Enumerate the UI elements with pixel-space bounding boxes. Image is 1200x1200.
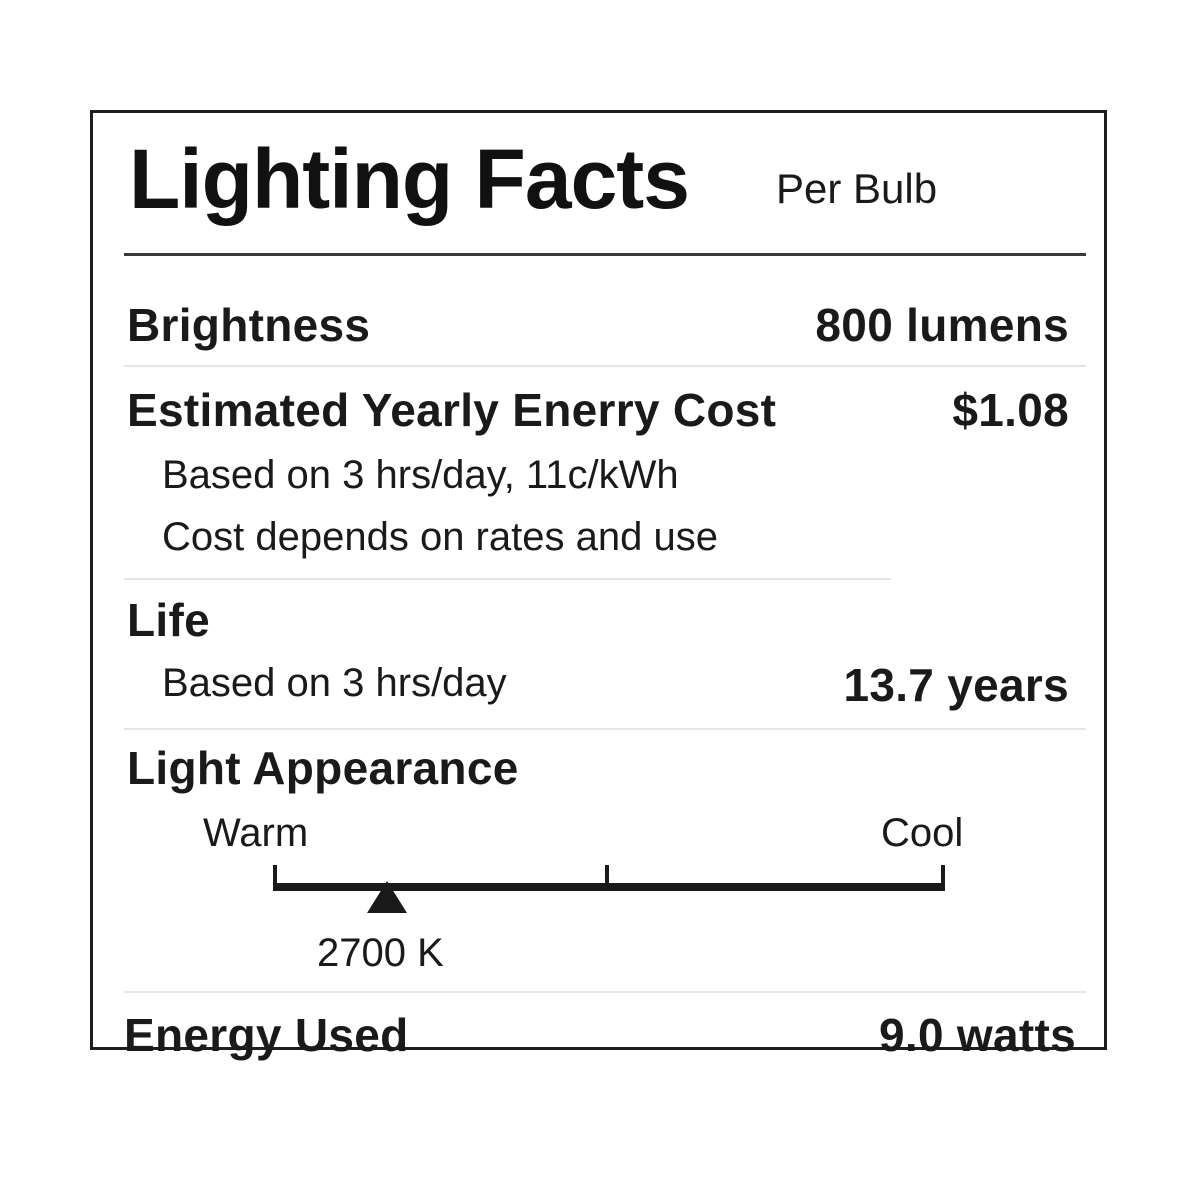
life-label: Life — [127, 594, 210, 646]
color-temperature-pointer-icon — [367, 881, 408, 913]
scale-right-tick — [941, 865, 945, 891]
title-divider — [124, 253, 1086, 256]
energy-used-value: 9.0 watts — [878, 1009, 1076, 1061]
lighting-facts-label: Lighting Facts Per Bulb Brightness 800 l… — [90, 110, 1107, 1050]
cool-label: Cool — [881, 811, 964, 855]
color-temperature-scale — [273, 883, 945, 891]
brightness-label: Brightness — [127, 299, 371, 351]
life-value: 13.7 years — [843, 659, 1069, 711]
light-appearance-divider — [124, 991, 1086, 993]
brightness-divider — [124, 365, 1086, 367]
energy-cost-divider — [124, 578, 891, 580]
life-note: Based on 3 hrs/day — [162, 661, 507, 705]
energy-used-label: Energy Used — [124, 1009, 409, 1061]
label-title: Lighting Facts — [129, 132, 690, 226]
energy-cost-label: Estimated Yearly Enerry Cost — [127, 384, 777, 436]
warm-label: Warm — [203, 811, 309, 855]
life-divider — [124, 728, 1086, 730]
energy-cost-note-rate: Based on 3 hrs/day, 11c/kWh — [162, 453, 679, 497]
scale-mid-tick — [605, 865, 609, 887]
scale-left-tick — [273, 865, 277, 891]
per-bulb-text: Per Bulb — [776, 165, 938, 212]
color-temperature-value: 2700 K — [317, 931, 444, 975]
energy-cost-value: $1.08 — [952, 384, 1069, 436]
brightness-value: 800 lumens — [815, 299, 1069, 351]
energy-cost-note-depends: Cost depends on rates and use — [162, 515, 718, 559]
light-appearance-label: Light Appearance — [127, 742, 519, 794]
